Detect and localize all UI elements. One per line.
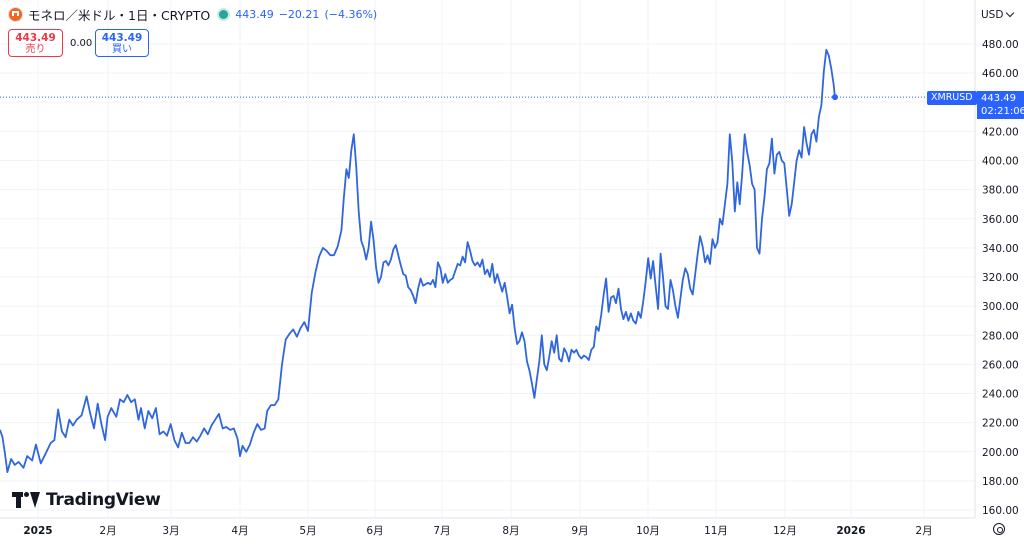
y-tick-label: 420.00	[982, 126, 1019, 138]
price-axis[interactable]: 160.00 180.00 200.00 220.00 240.00 260.00 280.…	[982, 39, 1019, 517]
x-tick-label: 2025	[23, 525, 52, 537]
y-tick-label: 460.00	[982, 68, 1019, 80]
y-tick-label: 220.00	[982, 418, 1019, 430]
y-tick-label: 360.00	[982, 214, 1019, 226]
sell-label: 売り	[25, 44, 46, 55]
x-tick-label: 3月	[162, 525, 179, 537]
last-price-tag-value: 443.49	[981, 93, 1016, 104]
spread-value: 0.00	[70, 38, 93, 49]
x-tick-label: 2月	[915, 525, 932, 537]
tradingview-logo[interactable]: TradingView	[12, 490, 161, 510]
currency-select[interactable]: USD	[977, 5, 1017, 24]
settings-gear-icon[interactable]	[993, 523, 1005, 535]
time-axis[interactable]: 2025 2月 3月 4月 5月 6月 7月 8月 9月 10月 11月 12月 2026 2月	[23, 525, 932, 537]
x-tick-label: 8月	[502, 525, 519, 537]
y-tick-label: 160.00	[982, 505, 1019, 517]
chart-grid	[0, 0, 975, 518]
y-tick-label: 480.00	[982, 39, 1019, 51]
x-tick-label: 7月	[433, 525, 450, 537]
x-tick-label: 10月	[636, 525, 660, 537]
x-tick-label: 11月	[704, 525, 728, 537]
x-tick-label: 2月	[99, 525, 116, 537]
buy-button[interactable]: 443.49 買い	[95, 29, 149, 57]
tradingview-logo-icon	[12, 492, 40, 508]
last-price-point	[831, 94, 838, 101]
y-tick-label: 340.00	[982, 243, 1019, 255]
symbol-tag: XMRUSD	[927, 91, 977, 105]
buy-price: 443.49	[101, 32, 143, 44]
y-tick-label: 400.00	[982, 156, 1019, 168]
x-tick-label: 9月	[571, 525, 588, 537]
x-tick-label: 2026	[836, 525, 865, 537]
bar-countdown: 02:21:06	[981, 106, 1024, 117]
symbol-title[interactable]: モネロ／米ドル・1日・CRYPTO	[28, 7, 211, 23]
monero-coin-icon	[8, 6, 23, 22]
y-tick-label: 320.00	[982, 272, 1019, 284]
market-status-dot-icon[interactable]	[219, 9, 229, 19]
y-tick-label: 240.00	[982, 389, 1019, 401]
y-tick-label: 280.00	[982, 330, 1019, 342]
header-price: 443.49	[235, 7, 274, 21]
y-tick-label: 200.00	[982, 447, 1019, 459]
header-change: −20.21	[278, 7, 320, 21]
last-price-tag: 443.49 02:21:06	[977, 91, 1024, 119]
buy-label: 買い	[112, 44, 132, 55]
sell-price: 443.49	[15, 32, 56, 44]
y-tick-label: 380.00	[982, 185, 1019, 197]
tradingview-logo-text: TradingView	[46, 490, 161, 510]
y-tick-label: 180.00	[982, 476, 1019, 488]
price-series-line	[0, 48, 836, 473]
currency-select-value: USD	[981, 8, 1004, 21]
x-tick-label: 12月	[773, 525, 797, 537]
y-tick-label: 260.00	[982, 359, 1019, 371]
x-tick-label: 5月	[299, 525, 316, 537]
x-tick-label: 6月	[366, 525, 383, 537]
y-tick-label: 300.00	[982, 301, 1019, 313]
sell-button[interactable]: 443.49 売り	[8, 29, 63, 57]
chart-header: モネロ／米ドル・1日・CRYPTO 443.49 −20.21 (−4.36%)	[8, 5, 382, 23]
chevron-down-icon	[1005, 8, 1015, 18]
x-tick-label: 4月	[231, 525, 248, 537]
header-change-percent: (−4.36%)	[324, 7, 378, 21]
